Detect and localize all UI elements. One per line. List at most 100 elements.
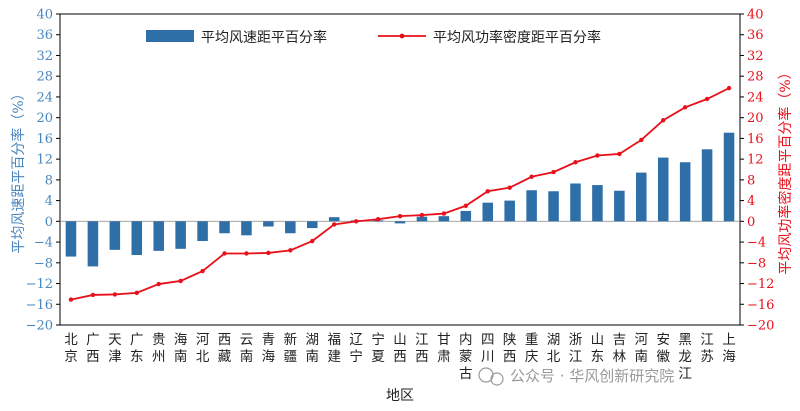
line-point-重庆 — [529, 174, 534, 179]
bar-陕西 — [504, 200, 515, 222]
right-axis: −20 −16 −12 −8 −4 0 4 8 12 16 20 24 28 32 36 40 — [740, 8, 774, 334]
line-point-陕西 — [507, 185, 512, 190]
category-label: 上海 — [722, 332, 736, 365]
left-tick-label: −8 — [34, 256, 53, 271]
bar-山西 — [394, 221, 406, 224]
right-tick-label: −20 — [747, 319, 774, 334]
x-axis-title: 地区 — [386, 388, 414, 404]
bar-湖北 — [548, 191, 559, 222]
line-point-上海 — [726, 85, 732, 91]
right-tick-label: −12 — [747, 277, 774, 292]
bar-浙江 — [570, 183, 581, 222]
line-point-江西 — [419, 212, 425, 218]
bar-广西 — [87, 221, 99, 267]
left-tick-label: 0 — [45, 215, 53, 230]
category-labels: 北京广西天津广东贵州海南河北西藏云南青海新疆湖南福建辽宁宁夏山西江西甘肃内蒙古四… — [64, 331, 736, 382]
line-point-广西 — [90, 292, 96, 298]
line-point-安徽 — [661, 118, 666, 123]
category-label: 安徽 — [656, 332, 670, 365]
right-tick-label: 40 — [747, 8, 764, 23]
category-label: 青海 — [262, 332, 276, 365]
category-label: 西藏 — [218, 332, 232, 365]
right-tick-label: −8 — [747, 256, 766, 271]
category-label: 吉林 — [613, 332, 627, 365]
bar-黑龙江 — [679, 162, 691, 222]
category-label: 山东 — [591, 332, 605, 365]
line-point-云南 — [244, 251, 249, 256]
bar-云南 — [241, 221, 252, 236]
right-tick-label: 4 — [747, 194, 755, 209]
bar-内蒙古 — [460, 210, 472, 222]
bar-重庆 — [526, 190, 537, 222]
legend-line-marker — [399, 33, 405, 39]
left-tick-label: 40 — [36, 8, 53, 23]
bar-新疆 — [285, 221, 296, 234]
left-tick-label: 28 — [36, 70, 53, 85]
bar-福建 — [328, 217, 340, 222]
bar-湖南 — [306, 221, 318, 229]
line-series — [68, 85, 732, 302]
right-tick-label: 36 — [747, 28, 764, 43]
line-point-甘肃 — [441, 211, 447, 216]
left-tick-label: 4 — [45, 194, 53, 209]
category-label: 湖南 — [306, 332, 320, 365]
left-tick-label: 12 — [36, 153, 53, 168]
category-label: 广西 — [86, 332, 100, 365]
line-point-广东 — [134, 290, 139, 296]
line-point-浙江 — [573, 160, 578, 165]
line-point-天津 — [112, 292, 118, 297]
category-label: 山西 — [393, 332, 407, 365]
left-tick-label: 20 — [36, 111, 53, 126]
line-point-湖南 — [310, 238, 315, 244]
category-label: 江西 — [415, 332, 429, 365]
line-point-江苏 — [704, 96, 710, 102]
line-point-新疆 — [288, 248, 293, 253]
line-point-青海 — [266, 250, 271, 256]
category-label: 浙江 — [569, 332, 583, 365]
line-point-宁夏 — [375, 217, 381, 222]
category-label: 云南 — [240, 332, 254, 365]
legend-bar-swatch — [146, 30, 194, 42]
category-label: 辽宁 — [349, 332, 363, 365]
left-axis: −20 −16 −12 −8 −4 0 4 8 12 16 20 24 28 32 36 40 — [26, 8, 60, 334]
bar-海南 — [175, 221, 186, 249]
category-label: 湖北 — [547, 332, 561, 365]
bar-山东 — [592, 185, 603, 222]
line-point-山东 — [595, 153, 600, 158]
line-point-贵州 — [156, 281, 161, 287]
category-label: 内蒙古 — [459, 332, 473, 382]
left-tick-label: −20 — [26, 319, 53, 334]
bar-吉林 — [614, 190, 625, 222]
bar-江苏 — [701, 149, 713, 222]
category-label: 福建 — [327, 332, 341, 365]
line-point-北京 — [68, 297, 74, 302]
right-tick-label: 0 — [747, 215, 755, 230]
left-tick-label: 36 — [36, 28, 53, 43]
category-label: 贵州 — [152, 332, 166, 365]
category-label: 重庆 — [525, 332, 539, 365]
left-tick-label: 8 — [45, 173, 53, 188]
category-label: 天津 — [108, 332, 122, 365]
legend-line-label: 平均风功率密度距平百分率 — [433, 29, 601, 46]
line-point-福建 — [331, 222, 337, 227]
category-label: 黑龙江 — [678, 332, 692, 382]
right-tick-label: 20 — [747, 111, 764, 126]
category-label: 江苏 — [700, 332, 714, 365]
bar-北京 — [65, 221, 77, 257]
category-label: 四川 — [481, 332, 495, 365]
plot-frame — [59, 13, 741, 326]
bar-贵州 — [153, 221, 164, 251]
left-tick-label: 32 — [36, 49, 53, 64]
category-label: 陕西 — [503, 332, 517, 365]
line-path — [70, 87, 730, 301]
legend: 平均风速距平百分率 平均风功率密度距平百分率 — [146, 29, 601, 46]
left-tick-label: −16 — [26, 298, 53, 313]
line-point-河北 — [200, 268, 205, 274]
legend-bar-label: 平均风速距平百分率 — [201, 29, 327, 46]
line-point-海南 — [178, 278, 183, 284]
line-point-内蒙古 — [463, 203, 469, 208]
line-point-吉林 — [617, 151, 622, 157]
line-point-湖北 — [551, 169, 556, 175]
right-tick-label: 24 — [747, 90, 764, 105]
